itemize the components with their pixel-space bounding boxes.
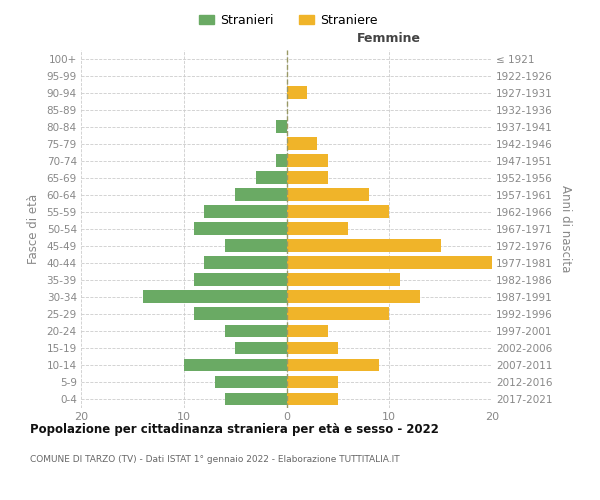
Bar	[287, 342, 338, 354]
Text: COMUNE DI TARZO (TV) - Dati ISTAT 1° gennaio 2022 - Elaborazione TUTTITALIA.IT: COMUNE DI TARZO (TV) - Dati ISTAT 1° gen…	[30, 455, 400, 464]
Bar	[143, 290, 287, 303]
Bar	[287, 188, 369, 201]
Bar	[287, 86, 307, 99]
Bar	[194, 222, 287, 235]
Bar	[256, 172, 287, 184]
Bar	[204, 256, 287, 269]
Bar	[287, 154, 328, 167]
Bar	[287, 290, 420, 303]
Bar	[287, 172, 328, 184]
Bar	[287, 274, 400, 286]
Bar	[287, 392, 338, 406]
Bar	[215, 376, 287, 388]
Bar	[287, 324, 328, 338]
Bar	[235, 342, 287, 354]
Bar	[225, 240, 287, 252]
Bar	[276, 120, 287, 133]
Bar	[194, 274, 287, 286]
Bar	[287, 240, 440, 252]
Bar	[225, 392, 287, 406]
Legend: Stranieri, Straniere: Stranieri, Straniere	[194, 8, 382, 32]
Bar	[287, 206, 389, 218]
Bar	[287, 137, 317, 150]
Bar	[287, 308, 389, 320]
Bar	[287, 256, 492, 269]
Bar	[235, 188, 287, 201]
Bar	[276, 154, 287, 167]
Text: Femmine: Femmine	[357, 32, 421, 44]
Bar	[287, 222, 348, 235]
Bar	[194, 308, 287, 320]
Bar	[287, 376, 338, 388]
Bar	[204, 206, 287, 218]
Y-axis label: Anni di nascita: Anni di nascita	[559, 185, 572, 272]
Y-axis label: Fasce di età: Fasce di età	[26, 194, 40, 264]
Bar	[287, 358, 379, 372]
Bar	[184, 358, 287, 372]
Text: Popolazione per cittadinanza straniera per età e sesso - 2022: Popolazione per cittadinanza straniera p…	[30, 422, 439, 436]
Bar	[225, 324, 287, 338]
